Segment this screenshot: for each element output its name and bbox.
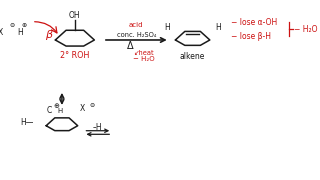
Text: ⊕: ⊕ — [21, 23, 27, 28]
Text: conc. H₂SO₄: conc. H₂SO₄ — [116, 32, 156, 38]
Text: H: H — [58, 108, 63, 114]
Text: H: H — [17, 28, 23, 37]
Text: OH: OH — [69, 11, 81, 20]
Text: H: H — [216, 23, 221, 32]
Text: ⊕: ⊕ — [53, 103, 59, 109]
Text: C: C — [47, 107, 52, 116]
Text: − H₂O: − H₂O — [294, 25, 317, 34]
Text: − lose β-H: − lose β-H — [231, 32, 271, 41]
Text: ↙heat: ↙heat — [133, 50, 154, 56]
Text: alkene: alkene — [180, 51, 205, 60]
Text: 2° ROH: 2° ROH — [60, 51, 90, 60]
Text: ⊖: ⊖ — [89, 103, 94, 108]
Text: − lose α-OH: − lose α-OH — [231, 18, 278, 27]
Text: ⊖: ⊖ — [10, 23, 15, 28]
Text: β: β — [45, 30, 52, 40]
Text: X: X — [0, 28, 3, 37]
Text: acid: acid — [129, 22, 144, 28]
Text: X: X — [80, 103, 85, 112]
Text: H: H — [164, 23, 170, 32]
Text: Δ: Δ — [127, 41, 134, 51]
Text: − H₂O: − H₂O — [133, 56, 155, 62]
Text: –H: –H — [93, 123, 103, 132]
Text: H—: H— — [20, 118, 34, 127]
